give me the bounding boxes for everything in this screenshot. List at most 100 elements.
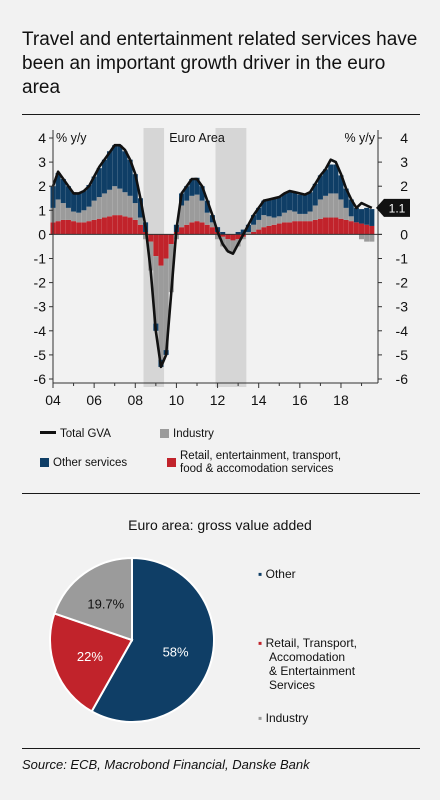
bar-industry-15 [127, 195, 133, 218]
bar-industry-19 [148, 241, 154, 271]
bar-industry-60 [359, 234, 365, 240]
y-tick-label-left-10: -6 [34, 371, 47, 387]
bar-other-41 [261, 200, 267, 216]
bar-retail-22 [163, 234, 169, 259]
pie-legend-bullet-retail: ▪ [258, 636, 263, 650]
bar-industry-39 [251, 224, 257, 232]
bar-retail-17 [137, 224, 143, 235]
y-tick-label-right-10: -6 [396, 371, 409, 387]
pie-label-other: 58% [163, 645, 189, 660]
bar-industry-1 [55, 199, 61, 222]
middle-rule [22, 493, 420, 494]
bar-industry-3 [65, 207, 71, 220]
bar-other-54 [328, 164, 334, 194]
pie-legend-retail-2: Accomodation [269, 650, 346, 664]
bar-retail-31 [209, 227, 215, 235]
bar-retail-12 [112, 215, 118, 235]
bar-industry-21 [158, 265, 164, 360]
pie-legend-retail-4: Services [269, 678, 316, 692]
bar-industry-50 [307, 211, 313, 222]
area-chart: 4 4 3 3 2 2 1 10 0 -1 -1 -2 -2 -3 -3 -4 -4 -5 -5 -6 -6 04 06 08… [34, 128, 410, 408]
bar-industry-43 [271, 217, 277, 225]
bar-industry-62 [369, 234, 375, 242]
bar-industry-14 [122, 192, 128, 217]
bar-other-7 [86, 184, 92, 207]
bar-other-40 [256, 207, 262, 220]
pie-legend-retail-1: Retail, Transport, [265, 636, 357, 650]
bar-industry-57 [343, 207, 349, 220]
pie-title: Euro area: gross value added [128, 517, 312, 533]
chart-headline: Travel and entertainment related service… [22, 29, 418, 98]
x-tick-label-6: 16 [292, 392, 308, 408]
bar-industry-49 [302, 213, 308, 222]
bar-retail-56 [338, 218, 344, 235]
bar-industry-20 [153, 256, 159, 324]
legend-swatch-industry [160, 429, 169, 438]
bar-industry-32 [215, 234, 221, 240]
legend-label-retail-1: Retail, entertainment, transport, [180, 450, 342, 462]
bar-industry-54 [328, 193, 334, 218]
y-tick-label-right-5: -1 [396, 251, 409, 267]
bar-retail-51 [312, 219, 318, 235]
bar-industry-27 [189, 195, 195, 223]
pie-slice-other [90, 556, 215, 723]
bar-other-57 [343, 188, 349, 208]
bar-industry-22 [163, 258, 169, 351]
source-note: Source: ECB, Macrobond Financial, Danske… [22, 757, 310, 772]
y-tick-label-right-4: 0 [400, 226, 408, 242]
bar-other-5 [76, 193, 82, 213]
bar-other-10 [101, 159, 107, 194]
bar-retail-39 [251, 231, 257, 235]
legend-item-industry: Industry [160, 428, 214, 441]
pie-slice-retail [49, 612, 134, 713]
pie-slice-industry [53, 556, 133, 642]
bar-other-1 [55, 172, 61, 200]
bar-industry-26 [184, 200, 190, 225]
bar-retail-36 [235, 234, 241, 240]
x-tick-label-5: 14 [251, 392, 267, 408]
pie-label-industry: 19.7% [87, 596, 124, 611]
bar-retail-20 [153, 234, 159, 257]
bottom-rule [22, 748, 420, 749]
bar-other-43 [271, 198, 277, 218]
bar-other-26 [184, 186, 190, 201]
bar-retail-60 [359, 223, 365, 235]
bar-retail-58 [348, 221, 354, 235]
legend-label-total: Total GVA [60, 428, 111, 440]
bar-industry-25 [179, 205, 185, 228]
legend-item-retail: Retail, entertainment, transport, food &… [167, 450, 341, 476]
pie-legend-retail-3: & Entertainment [269, 664, 356, 678]
pie-legend-bullet-other: ▪ [258, 567, 263, 581]
y-tick-label-right-7: -3 [396, 299, 409, 315]
bar-industry-30 [204, 212, 210, 225]
bar-retail-28 [194, 221, 200, 235]
bar-industry-29 [199, 200, 205, 223]
bar-other-33 [220, 231, 226, 235]
bar-retail-19 [148, 234, 154, 242]
bar-retail-50 [307, 221, 313, 235]
bar-other-48 [297, 194, 303, 214]
pie-legend-other: ▪ Other [258, 567, 296, 581]
pie-legend-label-other: Other [265, 567, 296, 581]
y-tick-label-right-2: 2 [400, 178, 408, 194]
y-tick-label-right-6: -2 [396, 275, 409, 291]
bar-other-12 [112, 145, 118, 187]
bar-industry-44 [276, 216, 282, 224]
bar-retail-21 [158, 234, 164, 266]
bar-other-13 [117, 145, 123, 189]
last-value-badge [376, 198, 410, 217]
bar-retail-42 [266, 225, 272, 235]
bar-other-55 [333, 164, 339, 194]
bar-retail-16 [132, 219, 138, 235]
bar-other-60 [359, 209, 365, 224]
x-tick-label-3: 10 [169, 392, 185, 408]
bar-other-56 [338, 175, 344, 200]
bar-other-42 [266, 199, 272, 217]
bar-retail-35 [230, 234, 236, 241]
bar-other-61 [364, 207, 370, 225]
bar-retail-4 [71, 221, 77, 235]
bar-retail-8 [91, 219, 97, 235]
bar-industry-61 [364, 234, 370, 242]
bar-other-28 [194, 177, 200, 195]
bar-industry-55 [333, 193, 339, 218]
